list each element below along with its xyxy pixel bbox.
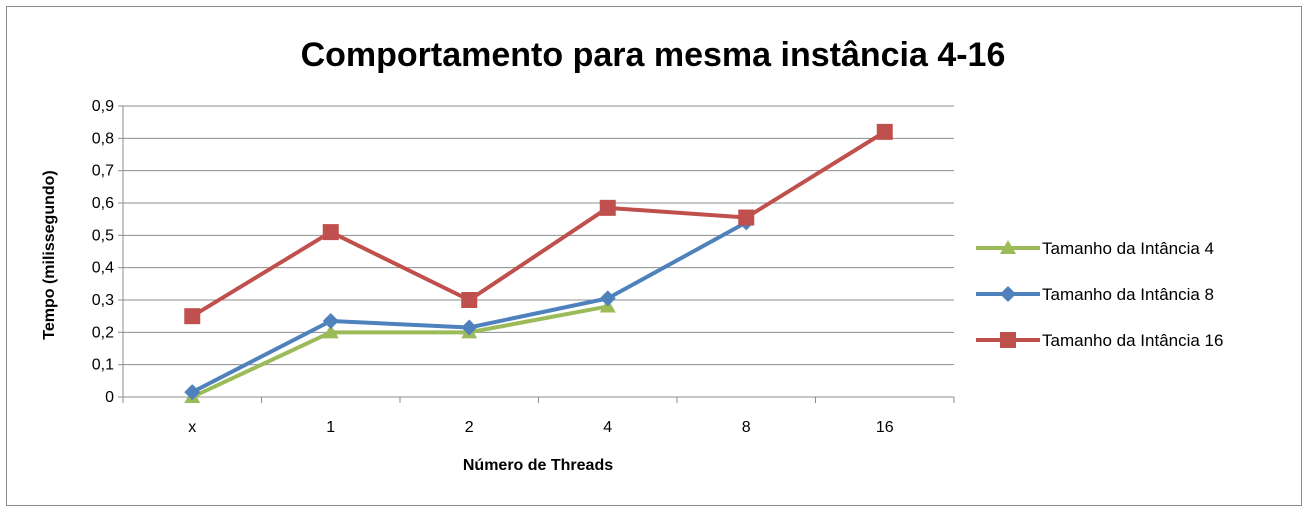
square-marker bbox=[1000, 332, 1016, 348]
series-3 bbox=[184, 123, 893, 325]
legend-label: Tamanho da Intância 4 bbox=[1042, 239, 1214, 258]
diamond-marker bbox=[322, 313, 339, 330]
y-tick-labels: 0 0,1 0,2 0,3 0,4 0,5 0,6 0,7 0,8 0,9 bbox=[92, 98, 114, 406]
square-marker bbox=[738, 209, 755, 226]
chart-frame bbox=[6, 6, 1302, 506]
legend-item: Tamanho da Intância 4 bbox=[976, 239, 1214, 258]
series-line bbox=[191, 304, 609, 399]
legend-label: Tamanho da Intância 16 bbox=[1042, 331, 1223, 350]
y-tick-label: 0,7 bbox=[92, 163, 114, 180]
y-tick-label: 0,9 bbox=[92, 98, 114, 115]
y-tick-label: 0,3 bbox=[92, 292, 114, 309]
square-marker bbox=[461, 292, 478, 308]
legend-label: Tamanho da Intância 8 bbox=[1042, 285, 1214, 304]
y-tick-label: 0,5 bbox=[92, 227, 114, 244]
y-tick-label: 0,8 bbox=[92, 130, 114, 147]
square-marker bbox=[599, 199, 616, 216]
legend-item: Tamanho da Intância 8 bbox=[976, 285, 1214, 304]
diamond-marker bbox=[1000, 286, 1016, 302]
y-tick-label: 0,4 bbox=[92, 260, 114, 277]
y-axis-title: Tempo (milissegundo) bbox=[41, 170, 58, 339]
series-line bbox=[191, 130, 886, 318]
x-tick-label: 4 bbox=[603, 419, 612, 436]
triangle-marker bbox=[1000, 240, 1016, 254]
diamond-marker bbox=[461, 319, 478, 336]
diamond-marker bbox=[599, 290, 616, 307]
x-tick-labels: x 1 2 4 8 16 bbox=[188, 419, 894, 436]
x-tick-label: x bbox=[188, 419, 196, 436]
y-tick-label: 0,2 bbox=[92, 324, 114, 341]
chart-title: Comportamento para mesma instância 4-16 bbox=[301, 36, 1006, 74]
square-marker bbox=[322, 224, 339, 241]
series-layer bbox=[184, 123, 893, 403]
y-tick-label: 0,6 bbox=[92, 195, 114, 212]
gridlines bbox=[123, 105, 954, 366]
x-tick-label: 8 bbox=[742, 419, 751, 436]
x-tick-label: 1 bbox=[326, 419, 335, 436]
x-tick-label: 16 bbox=[876, 419, 894, 436]
x-tick-label: 2 bbox=[465, 419, 474, 436]
axes bbox=[118, 105, 955, 403]
y-tick-label: 0,1 bbox=[92, 357, 114, 374]
series-1 bbox=[184, 298, 616, 403]
square-marker bbox=[184, 308, 201, 325]
square-marker bbox=[876, 123, 893, 140]
y-tick-label: 0 bbox=[105, 389, 114, 406]
legend-item: Tamanho da Intância 16 bbox=[976, 331, 1223, 350]
triangle-marker bbox=[322, 324, 339, 339]
x-axis-title: Número de Threads bbox=[463, 457, 613, 474]
legend: Tamanho da Intância 4 Tamanho da Intância… bbox=[976, 239, 1223, 350]
diamond-marker bbox=[184, 384, 201, 401]
